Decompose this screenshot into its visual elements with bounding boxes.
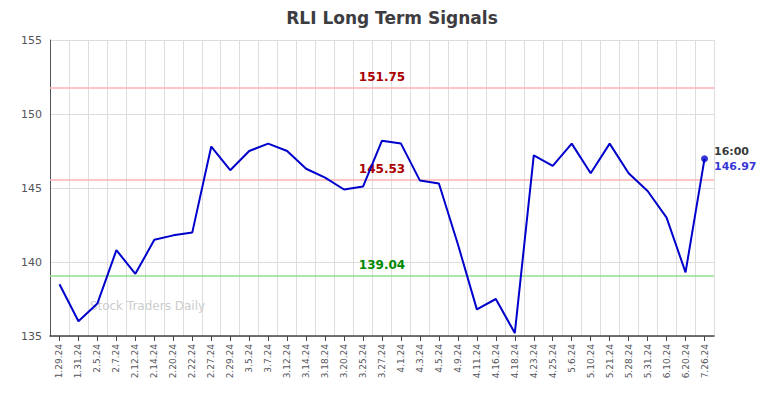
svg-text:2.27.24: 2.27.24 [206, 344, 216, 379]
svg-text:2.20.24: 2.20.24 [168, 344, 178, 379]
svg-text:151.75: 151.75 [359, 70, 405, 84]
svg-text:4.1.24: 4.1.24 [396, 344, 406, 373]
svg-text:5.10.24: 5.10.24 [586, 344, 596, 379]
svg-text:135: 135 [21, 330, 42, 343]
svg-text:6.20.24: 6.20.24 [681, 344, 691, 379]
svg-text:3.14.24: 3.14.24 [301, 344, 311, 379]
svg-text:4.11.24: 4.11.24 [472, 344, 482, 379]
svg-text:140: 140 [21, 256, 42, 269]
svg-text:RLI Long Term Signals: RLI Long Term Signals [286, 8, 498, 28]
svg-text:5.21.24: 5.21.24 [605, 344, 615, 379]
svg-text:2.29.24: 2.29.24 [225, 344, 235, 379]
svg-text:16:00: 16:00 [714, 145, 749, 158]
svg-text:4.23.24: 4.23.24 [529, 344, 539, 379]
svg-text:150: 150 [21, 108, 42, 121]
svg-text:2.5.24: 2.5.24 [92, 344, 102, 373]
svg-text:3.20.24: 3.20.24 [339, 344, 349, 379]
svg-text:3.18.24: 3.18.24 [320, 344, 330, 379]
svg-text:1.31.24: 1.31.24 [73, 344, 83, 379]
svg-text:4.9.24: 4.9.24 [453, 344, 463, 373]
svg-text:2.22.24: 2.22.24 [187, 344, 197, 379]
svg-text:146.97: 146.97 [714, 160, 756, 173]
svg-text:4.3.24: 4.3.24 [415, 344, 425, 373]
svg-text:2.14.24: 2.14.24 [149, 344, 159, 379]
svg-text:4.25.24: 4.25.24 [548, 344, 558, 379]
svg-text:2.7.24: 2.7.24 [111, 344, 121, 373]
svg-text:5.28.24: 5.28.24 [624, 344, 634, 379]
svg-text:3.27.24: 3.27.24 [377, 344, 387, 379]
svg-text:3.25.24: 3.25.24 [358, 344, 368, 379]
svg-text:3.5.24: 3.5.24 [244, 344, 254, 373]
svg-text:5.31.24: 5.31.24 [643, 344, 653, 379]
svg-text:7.26.24: 7.26.24 [700, 344, 710, 379]
svg-text:145.53: 145.53 [359, 162, 405, 176]
svg-text:155: 155 [21, 34, 42, 47]
svg-text:4.18.24: 4.18.24 [510, 344, 520, 379]
svg-text:2.12.24: 2.12.24 [130, 344, 140, 379]
svg-text:139.04: 139.04 [359, 258, 405, 272]
svg-text:3.7.24: 3.7.24 [263, 344, 273, 373]
svg-text:145: 145 [21, 182, 42, 195]
svg-text:4.5.24: 4.5.24 [434, 344, 444, 373]
svg-text:5.6.24: 5.6.24 [567, 344, 577, 373]
svg-text:4.16.24: 4.16.24 [491, 344, 501, 379]
svg-text:1.29.24: 1.29.24 [54, 344, 64, 379]
svg-text:Stock Traders Daily: Stock Traders Daily [90, 299, 205, 313]
svg-text:3.12.24: 3.12.24 [282, 344, 292, 379]
svg-text:6.10.24: 6.10.24 [662, 344, 672, 379]
